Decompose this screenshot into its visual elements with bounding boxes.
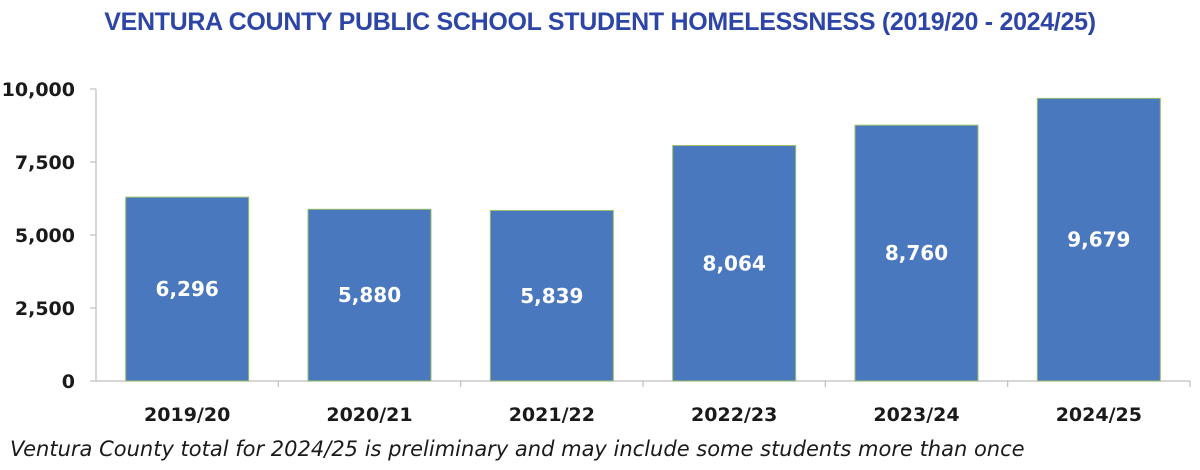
- bar: [307, 208, 432, 382]
- y-tick-label: 2,500: [15, 298, 75, 320]
- bar-data-label: 9,679: [1067, 228, 1130, 252]
- labels: 0 2,500 5,000 7,500 10,000 6,296 2019/20 5,880 2…: [2, 79, 1142, 426]
- bar-data-label: 5,880: [338, 283, 401, 307]
- bar-data-label: 6,296: [156, 277, 219, 301]
- y-tick-label: 0: [62, 371, 75, 393]
- chart-title: VENTURA COUNTY PUBLIC SCHOOL STUDENT HOM…: [104, 8, 1096, 36]
- bars: [125, 97, 1161, 382]
- bar: [854, 124, 979, 382]
- axes: [90, 88, 1191, 387]
- x-tick-label: 2020/21: [326, 404, 412, 426]
- bar-data-label: 8,064: [703, 251, 766, 275]
- bar-data-label: 8,760: [885, 241, 948, 265]
- bar: [1036, 97, 1161, 382]
- x-tick-label: 2022/23: [691, 404, 777, 426]
- chart-footnote: Ventura County total for 2024/25 is prel…: [10, 437, 1025, 461]
- x-tick-label: 2019/20: [144, 404, 230, 426]
- bar-data-label: 5,839: [520, 284, 583, 308]
- x-tick-label: 2023/24: [873, 404, 959, 426]
- bar: [125, 196, 250, 382]
- y-tick-label: 10,000: [2, 79, 75, 101]
- y-tick-label: 5,000: [15, 225, 75, 247]
- y-tick-label: 7,500: [15, 152, 75, 174]
- bar: [489, 210, 614, 382]
- bar: [672, 145, 797, 382]
- x-tick-label: 2021/22: [509, 404, 595, 426]
- x-tick-label: 2024/25: [1056, 404, 1142, 426]
